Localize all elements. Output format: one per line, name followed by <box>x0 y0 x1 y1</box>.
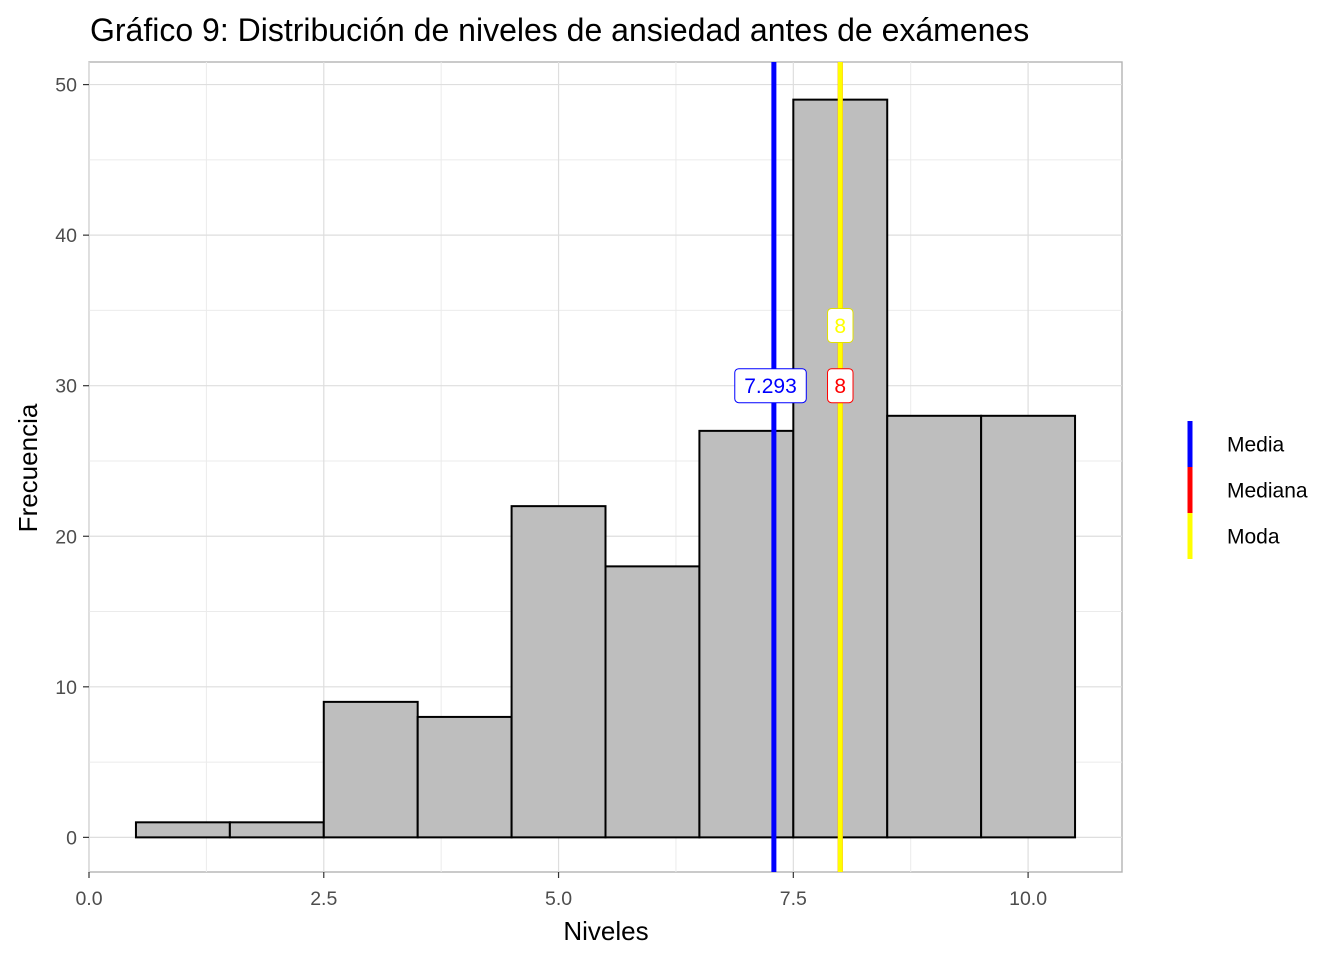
x-tick-label: 10.0 <box>1009 888 1047 910</box>
y-tick-label: 20 <box>55 526 77 548</box>
x-tick-label: 5.0 <box>545 888 572 910</box>
bars <box>134 98 1077 839</box>
histogram-bar <box>604 565 701 839</box>
annotation-box-media <box>734 368 807 404</box>
y-tick-label: 0 <box>66 827 77 849</box>
annotation-label-media: 7.293 <box>744 375 797 398</box>
annotation-box-mediana <box>827 368 854 404</box>
legend-key-mediana <box>1187 467 1193 513</box>
legend-label-moda: Moda <box>1227 526 1280 549</box>
annotation-box-moda <box>827 307 854 343</box>
y-tick-label: 40 <box>55 225 77 247</box>
y-axis-title: Frecuencia <box>13 403 43 532</box>
reference-lines <box>771 62 843 872</box>
x-tick-label: 7.5 <box>780 888 807 910</box>
annotation-label-moda: 8 <box>834 315 846 338</box>
histogram-bar <box>886 414 983 839</box>
y-axis: 0 10 20 30 40 50 <box>55 75 89 849</box>
histogram-bar <box>416 715 513 839</box>
legend-label-media: Media <box>1227 434 1285 457</box>
x-tick-label: 0.0 <box>75 888 102 910</box>
y-tick-label: 10 <box>55 677 77 699</box>
chart-title: Gráfico 9: Distribución de niveles de an… <box>90 12 1029 48</box>
annotations: 7.293 8 8 <box>734 307 854 404</box>
legend-key-moda <box>1187 513 1193 559</box>
y-tick-label: 50 <box>55 75 77 97</box>
x-axis: 0.0 2.5 5.0 7.5 10.0 <box>75 872 1047 910</box>
y-tick-label: 30 <box>55 376 77 398</box>
plot-area: 7.293 8 8 <box>88 61 1123 873</box>
histogram-bar <box>322 700 419 839</box>
legend-key-media <box>1187 421 1193 467</box>
x-axis-title: Niveles <box>563 916 648 946</box>
histogram-bar <box>134 821 231 839</box>
legend-label-mediana: Mediana <box>1227 480 1308 503</box>
histogram-bar <box>510 505 607 839</box>
legend: Media Mediana Moda <box>1187 421 1308 559</box>
annotation-label-mediana: 8 <box>834 375 846 398</box>
histogram-bar <box>980 414 1077 839</box>
x-tick-label: 2.5 <box>310 888 337 910</box>
histogram-bar <box>698 429 795 839</box>
histogram-bar <box>228 821 325 839</box>
